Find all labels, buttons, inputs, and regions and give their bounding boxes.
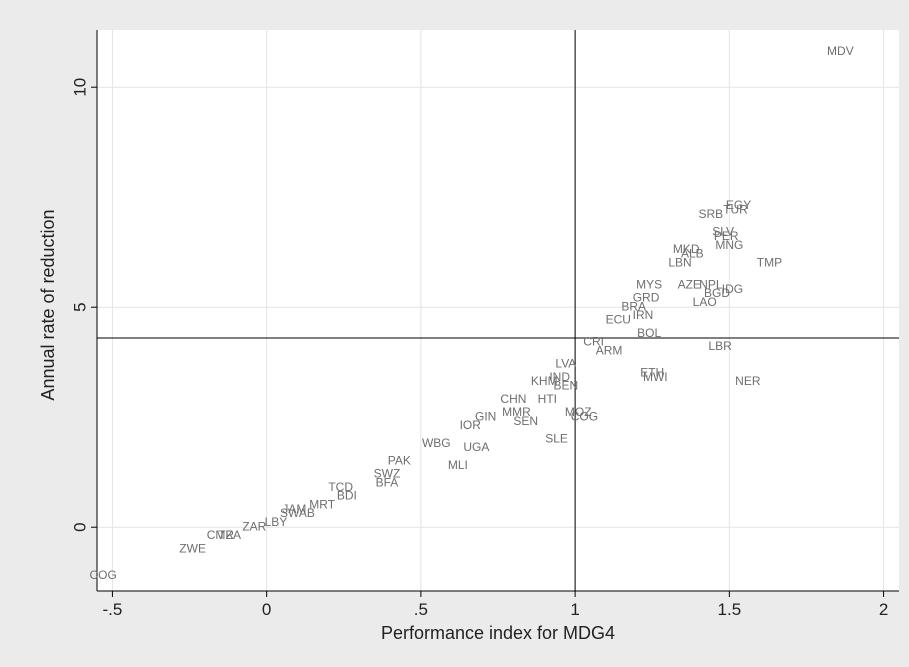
y-tick-label: 10 bbox=[70, 78, 89, 97]
x-tick-label: 1 bbox=[570, 600, 579, 619]
point-label: AZE bbox=[678, 277, 701, 291]
point-label: ARM bbox=[596, 343, 623, 357]
y-tick-label: 5 bbox=[70, 302, 89, 311]
point-label: ALB bbox=[681, 247, 704, 261]
grid-lines bbox=[97, 30, 899, 591]
point-label: TUR bbox=[723, 203, 748, 217]
y-axis-label: Annual rate of reduction bbox=[38, 209, 58, 400]
point-label: ZWE bbox=[179, 541, 206, 555]
point-label: COG bbox=[571, 409, 598, 423]
point-label: CMR bbox=[207, 528, 235, 542]
point-label: SLV bbox=[712, 225, 734, 239]
point-label: LAO bbox=[693, 295, 717, 309]
point-label: IOR bbox=[460, 418, 482, 432]
x-tick-label: 0 bbox=[262, 600, 271, 619]
point-label: MRT bbox=[309, 497, 335, 511]
point-label: LVA bbox=[555, 357, 576, 371]
point-label: SWAB bbox=[280, 506, 315, 520]
point-label: ETH bbox=[640, 365, 664, 379]
x-tick-label: -.5 bbox=[103, 600, 123, 619]
point-label: BGD bbox=[704, 286, 730, 300]
point-label: GRD bbox=[633, 291, 660, 305]
point-label: CHN bbox=[500, 392, 526, 406]
point-label: TZA bbox=[218, 528, 241, 542]
point-label: SEN bbox=[513, 414, 538, 428]
point-label: MKD bbox=[673, 242, 700, 256]
point-label: JAM bbox=[282, 502, 306, 516]
point-label: LBN bbox=[668, 255, 691, 269]
point-label: MWI bbox=[643, 370, 668, 384]
point-label: LBY bbox=[265, 515, 288, 529]
y-axis-ticks: 0 5 10 bbox=[70, 78, 97, 532]
point-label: TMP bbox=[757, 255, 782, 269]
point-label: MDV bbox=[827, 44, 854, 58]
point-label: COG bbox=[89, 568, 116, 582]
point-label: NER bbox=[735, 374, 761, 388]
point-label: ECU bbox=[606, 313, 631, 327]
point-label: KHM bbox=[531, 374, 558, 388]
point-label: PAK bbox=[388, 453, 411, 467]
x-axis-ticks: -.5 0 .5 1 1.5 2 bbox=[103, 591, 888, 619]
point-label: CRI bbox=[583, 335, 604, 349]
plot-area bbox=[97, 30, 899, 591]
point-label: MOZ bbox=[565, 405, 592, 419]
point-label: TCD bbox=[328, 480, 353, 494]
point-label: SLE bbox=[545, 431, 568, 445]
point-label: PER bbox=[714, 229, 739, 243]
point-label: BOL bbox=[637, 326, 661, 340]
point-label: MYS bbox=[636, 277, 662, 291]
point-label: MNG bbox=[715, 238, 743, 252]
point-label: SWZ bbox=[374, 467, 401, 481]
point-label: BDI bbox=[337, 489, 357, 503]
point-label: IND bbox=[549, 370, 570, 384]
point-label: HTI bbox=[538, 392, 557, 406]
point-label: WBG bbox=[422, 436, 451, 450]
point-label: UGA bbox=[463, 440, 489, 454]
point-label: BRA bbox=[621, 299, 646, 313]
point-label: GIN bbox=[475, 409, 496, 423]
point-label: MMR bbox=[502, 405, 531, 419]
point-label: MLI bbox=[448, 458, 468, 472]
point-label: BEN bbox=[554, 379, 579, 393]
y-tick-label: 0 bbox=[70, 522, 89, 531]
x-tick-label: 2 bbox=[879, 600, 888, 619]
x-axis-label: Performance index for MDG4 bbox=[381, 623, 615, 643]
point-label: BFA bbox=[376, 475, 399, 489]
point-label: SRB bbox=[698, 207, 723, 221]
point-label: ZAR bbox=[242, 519, 266, 533]
x-tick-label: .5 bbox=[414, 600, 428, 619]
point-label: EGY bbox=[726, 198, 751, 212]
point-label: IRN bbox=[633, 308, 654, 322]
point-label: LBR bbox=[708, 339, 732, 353]
point-label: NPL bbox=[699, 277, 723, 291]
x-tick-label: 1.5 bbox=[718, 600, 742, 619]
point-label: IDG bbox=[722, 282, 743, 296]
